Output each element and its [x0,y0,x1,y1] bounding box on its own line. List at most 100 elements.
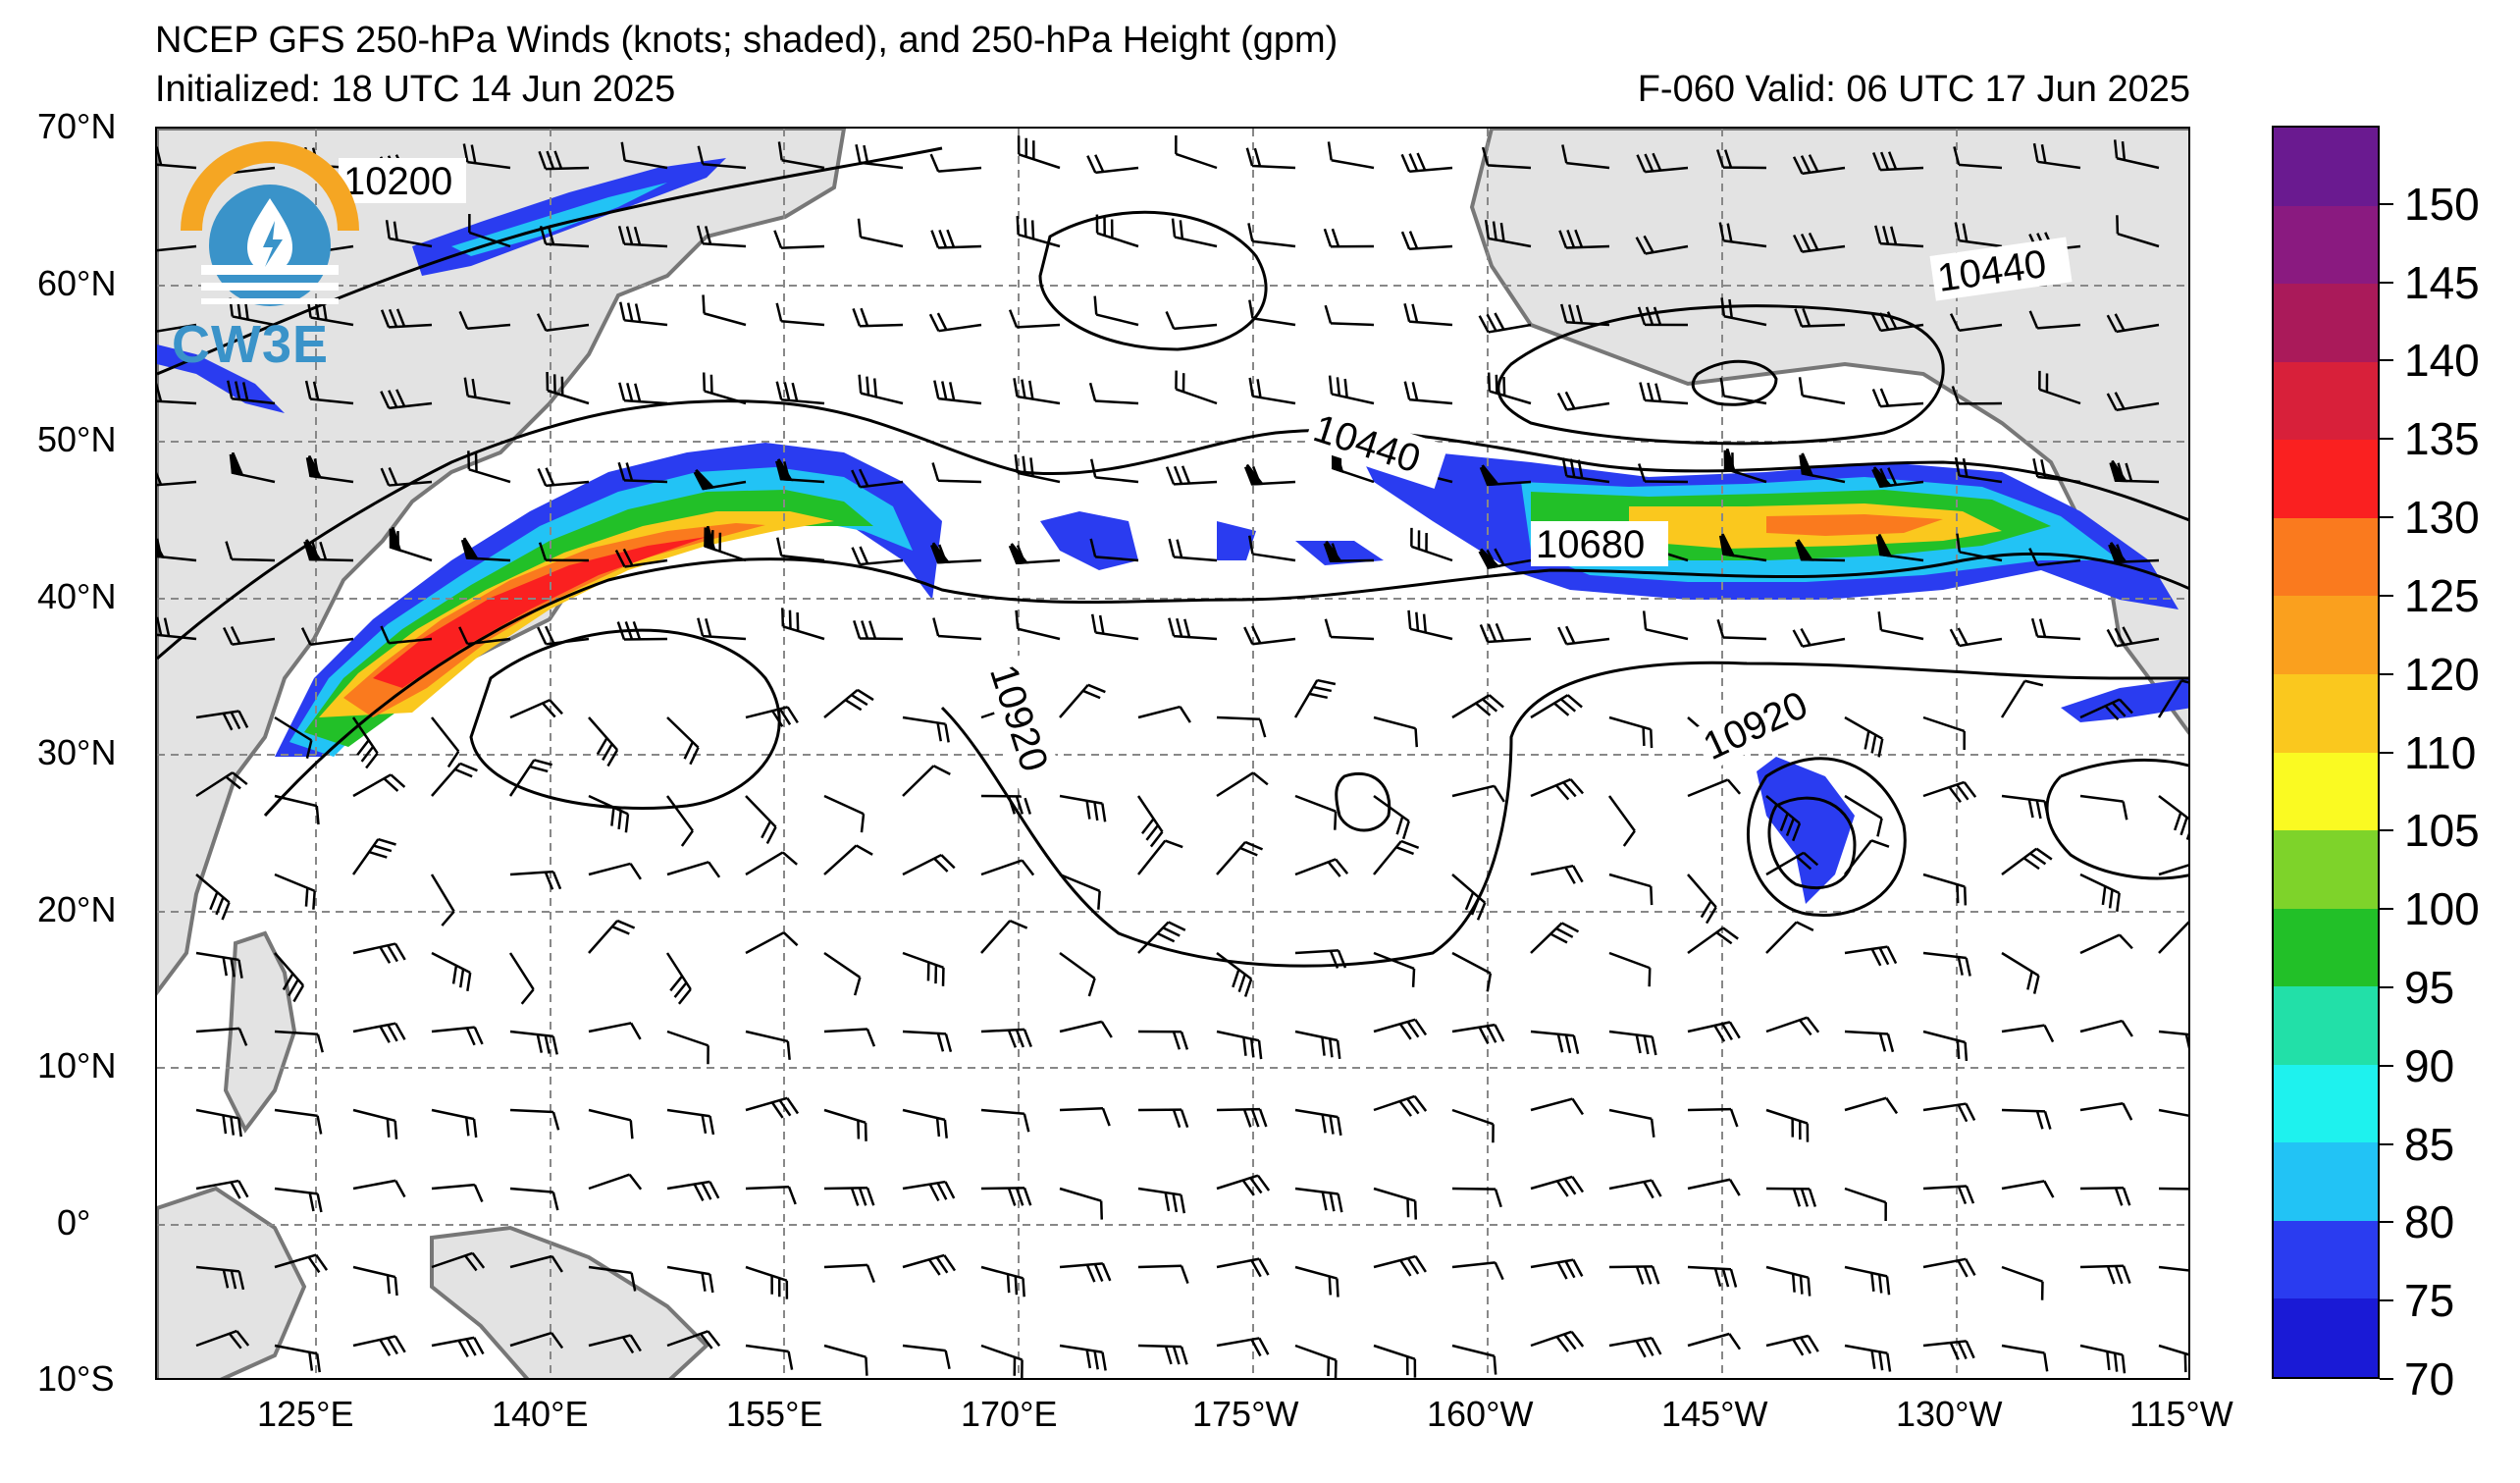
wind-barb [704,525,747,562]
wind-barb [1765,795,1802,842]
wind-barb [1059,951,1096,997]
wind-barb [1953,146,2003,170]
wind-barb [1687,778,1742,798]
wind-barb [1216,1030,1263,1060]
wind-barb [1059,1187,1104,1220]
wind-barb [1608,1108,1655,1138]
wind-barb [857,218,904,248]
indonesia-landmass [157,1186,307,1378]
wind-barb [1059,683,1106,718]
wind-barb [1216,952,1253,997]
wind-barb [1015,609,1061,641]
wind-barb [745,1096,800,1119]
wind-barb [1017,135,1061,170]
wind-barb [1636,152,1689,174]
wind-barb [2158,1108,2188,1120]
wind-barb [274,1344,321,1373]
wind-barb [902,951,945,986]
colorbar-label: 135 [2404,413,2480,465]
colorbar-segment [2274,440,2378,518]
wind-barb [1608,1265,1660,1285]
wind-barb [509,1030,558,1055]
colorbar-segment [2274,1142,2378,1221]
wind-barb [1451,1187,1502,1208]
wind-barb [1484,219,1532,248]
wind-barb [300,627,354,647]
colorbar-label: 130 [2404,492,2480,544]
wind-barb [352,1335,406,1356]
wind-barb [1168,538,1218,562]
wind-barb [851,546,904,566]
wind-barb [460,537,511,562]
cw3e-logo [181,141,359,306]
wind-barb [980,1028,1032,1048]
wind-barb [929,153,982,173]
contour-closed-hawaii [1746,757,1907,917]
wind-barb [2030,617,2081,641]
colorbar-tick [2380,829,2393,832]
wind-barb [1216,771,1269,798]
wind-barb [380,308,433,329]
wind-barb [775,458,825,484]
wind-barb [1637,463,1689,484]
wind-barb [509,1331,564,1350]
wind-barb [588,794,630,833]
wind-barb [745,795,777,845]
wind-barb [1607,795,1636,847]
wind-barb [352,773,406,798]
wind-barb [852,307,904,328]
contour-label-10440-central: 10440 [1308,406,1425,481]
wind-barb [157,323,197,334]
wind-barb [2109,459,2160,484]
wind-barb [1687,1178,1741,1196]
wind-barb [617,461,668,484]
wind-barb [225,541,276,562]
wind-barb [157,535,197,562]
wind-barb [2079,1019,2133,1037]
wind-barb [2079,1344,2126,1374]
wind-barb [508,952,535,1005]
wind-barb [1014,453,1061,484]
wind-barb [2079,1102,2133,1121]
wind-barb [666,1108,715,1136]
wind-barb [157,616,197,641]
wind-barb [902,1030,953,1053]
wind-barb [697,145,747,170]
contour-closed-gulf-alaska [1496,304,1945,446]
map-canvas: 10200 10440 10440 10680 10920 10920 [157,129,2188,1378]
wind-barb [1243,625,1296,646]
wind-barb [1137,1264,1189,1284]
wind-barb [385,220,433,248]
wind-barb [588,716,619,768]
colorbar-segment [2274,361,2378,441]
wind-barb [665,795,694,847]
logo-arc-icon [181,141,359,232]
wind-barb [1293,678,1337,718]
wind-barb [1487,372,1532,405]
wind-barb [1874,225,1924,248]
wind-barb [620,141,668,170]
wind-barb [1171,218,1218,248]
wind-barb [1245,147,1296,170]
wind-barb [1008,543,1061,565]
colorbar-label: 105 [2404,805,2480,857]
wind-barb [1059,794,1107,822]
wind-barb [902,1253,957,1276]
wind-barb [1086,154,1139,175]
colorbar-tick [2380,1221,2393,1224]
wind-barb [2106,626,2160,648]
wind-barb [851,468,904,489]
colorbar-label: 110 [2404,726,2477,778]
wind-barb [745,931,799,955]
wind-barb [1642,610,1689,641]
wind-barb [2158,1265,2188,1274]
wind-barb [509,1187,559,1211]
wind-barb [1059,1020,1113,1038]
wind-barb [781,608,825,641]
lon-label-145w: 145°W [1661,1394,1768,1434]
wind-barb [858,374,904,405]
wind-barb [1844,794,1883,837]
wind-barb [352,1179,406,1198]
lat-label-10s: 10°S [37,1358,115,1399]
wind-barb [588,1108,634,1139]
